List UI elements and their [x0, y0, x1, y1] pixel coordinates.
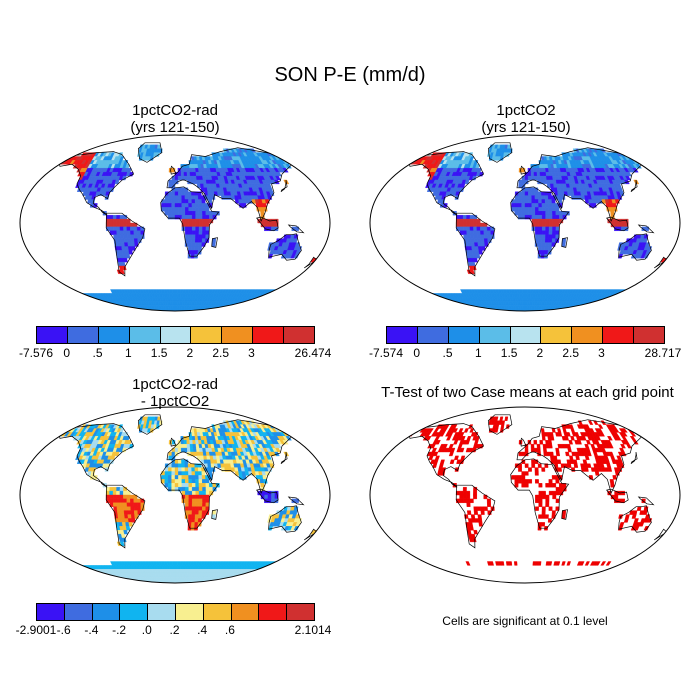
colorbar-box: [175, 604, 204, 620]
map-border: [19, 406, 331, 584]
colorbar-label: 1: [124, 346, 132, 360]
colorbar-box: [634, 327, 665, 343]
colorbar-label: 2.5: [212, 346, 229, 360]
panel-3-title-line2: - 1pctCO2: [140, 393, 210, 410]
colorbar-box: [129, 327, 161, 343]
colorbar-box: [284, 327, 315, 343]
colorbar-label: 1.5: [150, 346, 168, 360]
panel-2-title: 1pctCO2 (yrs 121-150): [376, 102, 676, 136]
colorbar-label: 28.717: [644, 346, 682, 360]
colorbar-box: [191, 327, 223, 343]
colorbar-label: -2.9001: [15, 623, 57, 637]
colorbar-box: [387, 327, 418, 343]
colorbar-box: [92, 604, 121, 620]
panel-3-title-line1: 1pctCO2-rad: [132, 376, 218, 393]
panel-1-title-line1: 1pctCO2-rad: [132, 102, 218, 119]
colorbar-label: 2: [186, 346, 194, 360]
colorbar-label: 2: [536, 346, 544, 360]
coastlines: [58, 142, 318, 277]
map-border: [369, 134, 681, 312]
coastlines: [58, 414, 318, 549]
map-border: [19, 134, 331, 312]
map-border: [369, 406, 681, 584]
colorbar-label: 0: [413, 346, 421, 360]
colorbar-label: .5: [442, 346, 453, 360]
colorbar-box: [37, 604, 65, 620]
colorbar-box: [231, 604, 260, 620]
panel-2-colorbar: [386, 326, 665, 344]
panel-1-colorbar-labels: -7.576 0 .5 1 1.5 2 2.5 3 26.474: [19, 346, 331, 360]
panel-4-map: [369, 406, 681, 584]
colorbar-label: 1.5: [500, 346, 518, 360]
colorbar-label: .4: [197, 623, 208, 637]
colorbar-box: [148, 604, 176, 620]
colorbar-box: [203, 604, 232, 620]
panel-3-colorbar: [36, 603, 315, 621]
colorbar-label: -7.576: [18, 346, 54, 360]
colorbar-label: 2.5: [562, 346, 579, 360]
panel-4-title-line1: T-Test of two Case means at each grid po…: [381, 384, 674, 401]
colorbar-label: .2: [169, 623, 180, 637]
colorbar-label: -7.574: [368, 346, 404, 360]
colorbar-label: 26.474: [294, 346, 332, 360]
colorbar-label: -.4: [84, 623, 99, 637]
colorbar-box: [479, 327, 511, 343]
colorbar-box: [603, 327, 635, 343]
panel-1-colorbar: [36, 326, 315, 344]
colorbar-label: -.2: [112, 623, 127, 637]
colorbar-label: 0: [63, 346, 71, 360]
panel-1-map: [19, 134, 331, 312]
colorbar-label: 3: [598, 346, 605, 360]
colorbar-box: [287, 604, 314, 620]
coastlines: [408, 414, 668, 549]
panel-1-title: 1pctCO2-rad (yrs 121-150): [25, 102, 325, 136]
map-field: [57, 144, 317, 311]
panel-4-title: T-Test of two Case means at each grid po…: [355, 384, 700, 401]
panel-2-title-line2: (yrs 121-150): [481, 119, 571, 136]
colorbar-box: [67, 327, 99, 343]
colorbar-box: [64, 604, 93, 620]
colorbar-label: -.6: [56, 623, 71, 637]
main-title: SON P-E (mm/d): [274, 64, 426, 86]
coastlines: [408, 142, 668, 277]
colorbar-label: 1: [474, 346, 482, 360]
map-field: [57, 416, 317, 583]
colorbar-label: 2.1014: [294, 623, 332, 637]
colorbar-label: .5: [92, 346, 103, 360]
colorbar-label: .6: [224, 623, 235, 637]
panel-3-title: 1pctCO2-rad - 1pctCO2: [25, 376, 325, 410]
colorbar-box: [37, 327, 68, 343]
colorbar-box: [448, 327, 480, 343]
panel-2-map: [369, 134, 681, 312]
colorbar-box: [259, 604, 288, 620]
colorbar-box: [417, 327, 449, 343]
significance-note: Cells are significant at 0.1 level: [442, 614, 608, 628]
panel-3-map: [19, 406, 331, 584]
colorbar-box: [222, 327, 254, 343]
colorbar-box: [541, 327, 573, 343]
colorbar-box: [572, 327, 604, 343]
panel-3-colorbar-labels: -2.9001 -.6 -.4 -.2 .0 .2 .4 .6 2.1014: [8, 623, 341, 637]
colorbar-box: [510, 327, 542, 343]
colorbar-box: [160, 327, 192, 343]
colorbar-label: .0: [141, 623, 152, 637]
panel-2-title-line1: 1pctCO2: [496, 102, 556, 119]
colorbar-box: [98, 327, 130, 343]
colorbar-label: 3: [248, 346, 255, 360]
map-field: [407, 144, 667, 311]
panel-1-title-line2: (yrs 121-150): [130, 119, 220, 136]
colorbar-box: [120, 604, 149, 620]
panel-2-colorbar-labels: -7.574 0 .5 1 1.5 2 2.5 3 28.717: [369, 346, 681, 360]
colorbar-box: [253, 327, 285, 343]
